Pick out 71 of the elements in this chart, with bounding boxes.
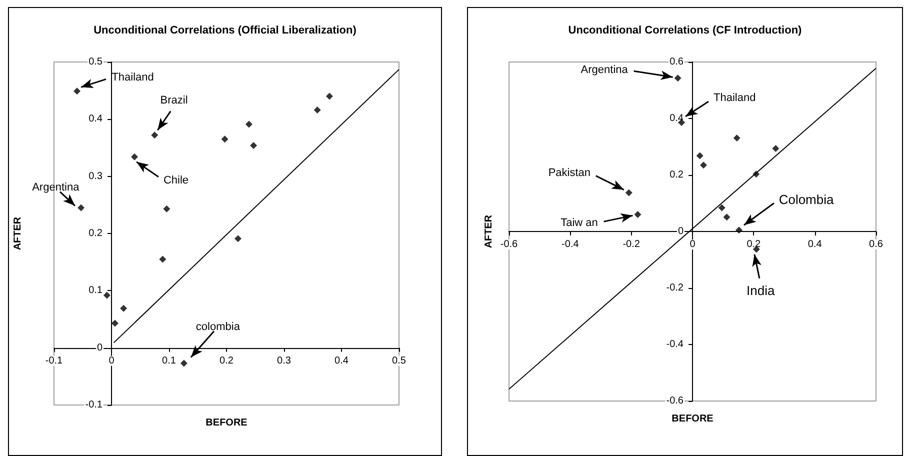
point bbox=[103, 292, 110, 299]
point bbox=[733, 134, 740, 142]
y-tick-label: 0.5 bbox=[88, 56, 103, 68]
y-axis-title: AFTER bbox=[484, 214, 494, 248]
y-tick-label: 0.2 bbox=[88, 228, 103, 239]
y-tick-label: 0.6 bbox=[670, 56, 684, 68]
point bbox=[696, 152, 704, 160]
annotation: Argentina bbox=[580, 64, 629, 76]
x-tick-label: -0.1 bbox=[45, 355, 64, 366]
point bbox=[735, 226, 742, 234]
x-tick-label: -0.2 bbox=[622, 239, 640, 250]
x-tick-label: -0.4 bbox=[562, 239, 580, 250]
point bbox=[718, 204, 726, 212]
x-tick-label: 0.2 bbox=[220, 355, 234, 366]
point bbox=[120, 304, 128, 312]
point bbox=[314, 106, 321, 114]
point bbox=[723, 214, 730, 221]
annotation: Argentina bbox=[32, 182, 80, 194]
point bbox=[163, 205, 170, 212]
annotation: India bbox=[746, 283, 776, 298]
x-tick-label: 0.3 bbox=[277, 355, 292, 366]
y-tick-label: 0.4 bbox=[670, 113, 684, 124]
point bbox=[634, 211, 642, 218]
x-tick-label: 0.2 bbox=[746, 239, 762, 250]
y-tick-label: -0.2 bbox=[666, 282, 684, 294]
annotation: Pakistan bbox=[548, 167, 591, 180]
point bbox=[78, 204, 85, 212]
x-tick-label: -0.6 bbox=[500, 239, 518, 250]
point bbox=[234, 235, 242, 242]
point bbox=[245, 120, 252, 128]
y-tick-label: 0 bbox=[96, 342, 103, 354]
annotation: Brazil bbox=[160, 94, 188, 107]
x-tick-label: 0.4 bbox=[334, 355, 349, 366]
x-axis-title: BEFORE bbox=[206, 418, 248, 428]
point bbox=[326, 92, 333, 100]
annotation: Thailand bbox=[714, 92, 756, 104]
point bbox=[180, 360, 188, 367]
y-tick-label: 0.1 bbox=[88, 285, 103, 296]
annotation: Colombia bbox=[778, 192, 835, 208]
x-tick-label: 0.4 bbox=[808, 239, 822, 250]
point bbox=[772, 144, 780, 152]
y-axis-title: AFTER bbox=[12, 216, 24, 250]
x-tick-label: 0.1 bbox=[162, 355, 176, 366]
y-tick-label: -0.1 bbox=[85, 400, 103, 410]
y-tick-label: -0.4 bbox=[666, 339, 684, 350]
point bbox=[131, 153, 138, 160]
point bbox=[625, 189, 632, 196]
x-tick-label: 0.5 bbox=[392, 355, 406, 366]
y-tick-label: 0.2 bbox=[670, 170, 684, 180]
chart-title: Unconditional Correlations (Official Liberalization) bbox=[94, 24, 357, 36]
x-tick-label: 0 bbox=[108, 355, 115, 366]
point bbox=[700, 162, 708, 169]
y-tick-label: 0.3 bbox=[88, 170, 103, 182]
chart-title: Unconditional Correlations (CF Introduction) bbox=[568, 24, 802, 36]
point bbox=[151, 132, 158, 139]
point bbox=[159, 256, 166, 263]
x-axis-title: BEFORE bbox=[672, 414, 714, 424]
annotation: colombia bbox=[196, 320, 241, 333]
point bbox=[674, 74, 682, 82]
x-tick-label: 0.6 bbox=[869, 239, 884, 250]
y-tick-label: 0 bbox=[678, 226, 684, 237]
point bbox=[250, 142, 258, 149]
annotation: Thailand bbox=[112, 71, 154, 84]
annotation: Chile bbox=[163, 174, 189, 186]
point bbox=[111, 320, 118, 327]
y-tick-label: -0.6 bbox=[666, 396, 684, 406]
point bbox=[74, 88, 80, 95]
y-tick-label: 0.4 bbox=[88, 114, 103, 125]
annotation: Taiw an bbox=[560, 216, 598, 229]
x-tick-label: 0 bbox=[690, 239, 696, 250]
point bbox=[221, 136, 228, 143]
